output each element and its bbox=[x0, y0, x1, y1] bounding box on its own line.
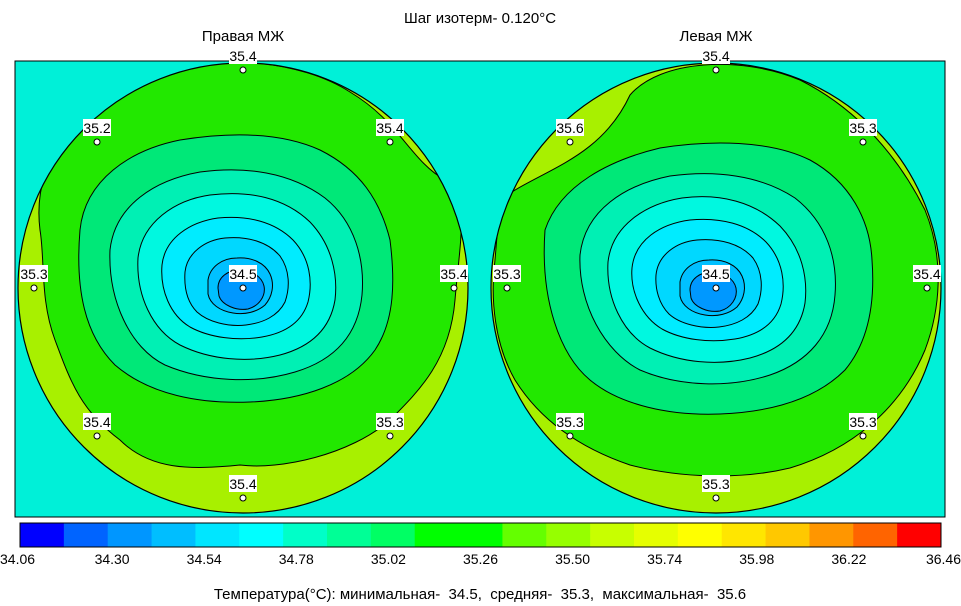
color-scale-tick-label: 36.22 bbox=[831, 551, 866, 567]
sample-point-label: 35.4 bbox=[702, 48, 729, 64]
sample-point-marker bbox=[93, 138, 101, 146]
color-scale-swatch bbox=[765, 523, 810, 547]
color-scale-tick-label: 34.06 bbox=[0, 551, 35, 567]
sample-point-label: 35.3 bbox=[849, 120, 876, 136]
sample-point-bottom: 35.4 bbox=[229, 475, 257, 502]
sample-point-lower-right: 35.3 bbox=[376, 413, 404, 440]
sample-point-marker bbox=[239, 494, 247, 502]
sample-point-label: 35.4 bbox=[913, 266, 940, 282]
sample-point-label: 35.3 bbox=[376, 414, 403, 430]
sample-points-right: 35.4 35.6 35.3 35.3 34.5 35.4 35.3 35.3 35.3 bbox=[493, 47, 941, 502]
color-scale-tick-label: 35.26 bbox=[463, 551, 498, 567]
panel-right-breast: 35.4 35.2 35.4 35.3 34.5 35.4 35.4 35.3 35.4 bbox=[17, 47, 469, 514]
sample-point-center: 34.5 bbox=[702, 265, 730, 292]
sample-point-label: 34.5 bbox=[702, 266, 729, 282]
sample-point-label: 35.4 bbox=[83, 414, 110, 430]
color-scale-border bbox=[19, 522, 942, 548]
sample-point-label: 35.4 bbox=[229, 48, 256, 64]
color-scale bbox=[19, 522, 942, 548]
sample-point-top: 35.4 bbox=[229, 47, 257, 74]
sample-point-marker bbox=[566, 432, 574, 440]
color-scale-swatch bbox=[897, 523, 942, 547]
sample-point-marker bbox=[712, 66, 720, 74]
sample-point-upper-right: 35.4 bbox=[376, 119, 404, 146]
color-scale-swatch bbox=[590, 523, 635, 547]
color-scale-swatch bbox=[370, 523, 416, 547]
sample-point-right: 35.4 bbox=[913, 265, 941, 292]
sample-point-label: 35.2 bbox=[83, 120, 110, 136]
color-scale-swatch bbox=[502, 523, 547, 547]
sample-point-left: 35.3 bbox=[20, 265, 48, 292]
sample-point-upper-left: 35.2 bbox=[83, 119, 111, 146]
sample-point-marker bbox=[859, 138, 867, 146]
color-scale-swatch bbox=[63, 523, 109, 547]
sample-point-center: 34.5 bbox=[229, 265, 257, 292]
color-scale-swatch bbox=[546, 523, 591, 547]
sample-point-label: 35.4 bbox=[376, 120, 403, 136]
left-panel-label: Правая МЖ bbox=[202, 28, 284, 45]
sample-point-marker bbox=[566, 138, 574, 146]
color-scale-tick-label: 35.02 bbox=[371, 551, 406, 567]
color-scale-tick-label: 34.30 bbox=[95, 551, 130, 567]
color-scale-swatch bbox=[327, 523, 372, 547]
sample-point-marker bbox=[386, 432, 394, 440]
sample-point-top: 35.4 bbox=[702, 47, 730, 74]
color-scale-swatch bbox=[107, 523, 153, 547]
color-scale-swatch bbox=[283, 523, 328, 547]
color-scale-tick-label: 34.78 bbox=[279, 551, 314, 567]
sample-point-lower-right: 35.3 bbox=[849, 413, 877, 440]
sample-point-right: 35.4 bbox=[440, 265, 468, 292]
sample-point-marker bbox=[503, 284, 511, 292]
sample-point-left: 35.3 bbox=[493, 265, 521, 292]
sample-point-marker bbox=[859, 432, 867, 440]
color-scale-swatch bbox=[721, 523, 767, 547]
sample-point-label: 35.6 bbox=[556, 120, 583, 136]
sample-point-marker bbox=[239, 66, 247, 74]
color-scale-swatch bbox=[414, 523, 460, 547]
sample-point-label: 35.3 bbox=[556, 414, 583, 430]
sample-point-label: 34.5 bbox=[229, 266, 256, 282]
color-scale-swatch bbox=[195, 523, 240, 547]
sample-point-marker bbox=[386, 138, 394, 146]
sample-point-bottom: 35.3 bbox=[702, 475, 730, 502]
color-scale-swatch bbox=[151, 523, 196, 547]
chart-title: Шаг изотерм- 0.120°C bbox=[404, 10, 556, 27]
sample-point-lower-left: 35.4 bbox=[83, 413, 111, 440]
color-scale-tick-label: 36.46 bbox=[926, 551, 961, 567]
color-scale-ticks: 34.06 34.30 34.54 34.78 35.02 35.26 35.50 35.74… bbox=[0, 551, 961, 567]
sample-point-marker bbox=[712, 494, 720, 502]
sample-point-upper-left: 35.6 bbox=[556, 119, 584, 146]
color-scale-swatch bbox=[809, 523, 854, 547]
sample-point-label: 35.3 bbox=[849, 414, 876, 430]
sample-point-label: 35.4 bbox=[440, 266, 467, 282]
sample-point-marker bbox=[93, 432, 101, 440]
sample-point-label: 35.3 bbox=[20, 266, 47, 282]
sample-points-left: 35.4 35.2 35.4 35.3 34.5 35.4 35.4 35.3 35.4 bbox=[20, 47, 468, 502]
sample-point-marker bbox=[450, 284, 458, 292]
right-panel-label: Левая МЖ bbox=[680, 28, 753, 45]
color-scale-swatch bbox=[677, 523, 723, 547]
color-scale-tick-label: 35.50 bbox=[555, 551, 590, 567]
color-scale-swatch bbox=[458, 523, 503, 547]
sample-point-label: 35.4 bbox=[229, 476, 256, 492]
sample-point-upper-right: 35.3 bbox=[849, 119, 877, 146]
color-scale-swatch bbox=[634, 523, 679, 547]
color-scale-tick-label: 34.54 bbox=[187, 551, 222, 567]
temperature-summary: Температура(°C): минимальная- 34.5, сред… bbox=[214, 586, 746, 603]
sample-point-label: 35.3 bbox=[702, 476, 729, 492]
color-scale-swatch bbox=[853, 523, 898, 547]
sample-point-marker bbox=[923, 284, 931, 292]
sample-point-marker bbox=[30, 284, 38, 292]
color-scale-swatch bbox=[20, 523, 65, 547]
color-scale-tick-label: 35.74 bbox=[647, 551, 682, 567]
color-scale-swatch bbox=[239, 523, 284, 547]
sample-point-label: 35.3 bbox=[493, 266, 520, 282]
sample-point-marker bbox=[239, 284, 247, 292]
color-scale-tick-label: 35.98 bbox=[739, 551, 774, 567]
sample-point-marker bbox=[712, 284, 720, 292]
panel-left-breast: 35.4 35.6 35.3 35.3 34.5 35.4 35.3 35.3 35.3 bbox=[490, 47, 942, 514]
sample-point-lower-left: 35.3 bbox=[556, 413, 584, 440]
